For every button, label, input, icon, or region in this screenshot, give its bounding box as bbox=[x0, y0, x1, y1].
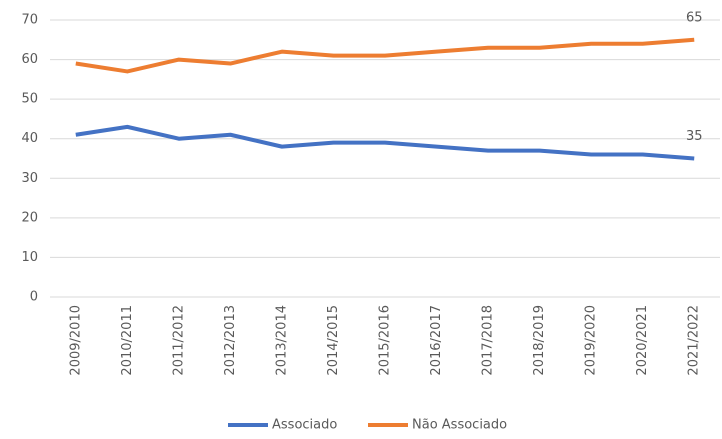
x-tick-label: 2010/2011 bbox=[120, 305, 135, 376]
data-label: 65 bbox=[686, 10, 703, 25]
y-tick-label: 50 bbox=[21, 92, 38, 107]
y-tick-label: 60 bbox=[21, 52, 38, 67]
x-tick-label: 2018/2019 bbox=[532, 305, 547, 376]
x-tick-label: 2014/2015 bbox=[326, 305, 341, 376]
x-tick-label: 2011/2012 bbox=[171, 305, 186, 376]
y-tick-label: 20 bbox=[21, 210, 38, 225]
y-tick-label: 40 bbox=[21, 131, 38, 146]
x-tick-label: 2013/2014 bbox=[274, 305, 289, 376]
y-tick-label: 10 bbox=[21, 250, 38, 265]
legend-label: Associado bbox=[272, 418, 337, 433]
x-tick-label: 2012/2013 bbox=[223, 305, 238, 376]
line-series bbox=[75, 124, 695, 161]
x-tick-label: 2016/2017 bbox=[429, 305, 444, 376]
x-tick-label: 2019/2020 bbox=[584, 305, 599, 376]
y-tick-label: 30 bbox=[21, 171, 38, 186]
x-tick-label: 2009/2010 bbox=[68, 305, 83, 376]
legend-label: Não Associado bbox=[412, 418, 507, 433]
y-tick-label: 0 bbox=[30, 290, 38, 305]
x-tick-label: 2017/2018 bbox=[481, 305, 496, 376]
x-tick-label: 2021/2022 bbox=[687, 305, 702, 376]
x-tick-label: 2015/2016 bbox=[378, 305, 393, 376]
x-tick-label: 2020/2021 bbox=[635, 305, 650, 376]
line-series bbox=[75, 37, 695, 74]
data-label: 35 bbox=[686, 129, 703, 144]
y-tick-label: 70 bbox=[21, 13, 38, 28]
